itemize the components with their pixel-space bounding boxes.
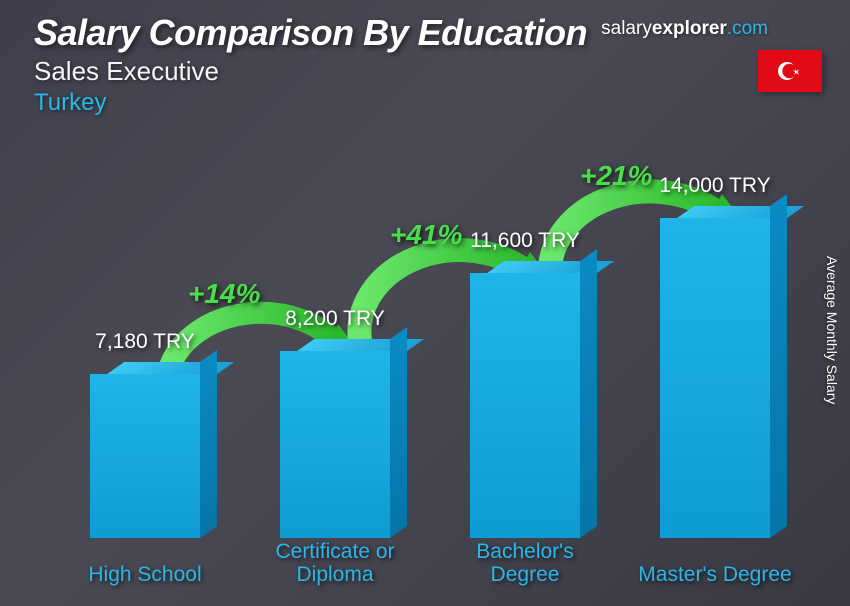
bar-value: 14,000 TRY xyxy=(630,174,800,198)
bar-chart: +14% +41% +21% 7,180 TRY High School 8,2… xyxy=(60,156,810,586)
bar-value: 11,600 TRY xyxy=(440,229,610,253)
y-axis-label: Average Monthly Salary xyxy=(820,230,840,430)
percent-increase-1: +14% xyxy=(188,278,260,310)
bar-value: 7,180 TRY xyxy=(60,330,230,354)
bar-label: Certificate or Diploma xyxy=(250,540,420,586)
brand-logo: salaryexplorer.com xyxy=(601,18,768,40)
bar-value: 8,200 TRY xyxy=(250,307,420,331)
chart-subtitle-country: Turkey xyxy=(34,89,587,117)
bar-label: Bachelor's Degree xyxy=(440,540,610,586)
bar-label: High School xyxy=(60,563,230,586)
chart-title: Salary Comparison By Education xyxy=(34,12,587,54)
chart-subtitle-role: Sales Executive xyxy=(34,56,587,87)
turkey-flag-icon xyxy=(758,50,822,92)
bar-label: Master's Degree xyxy=(630,563,800,586)
